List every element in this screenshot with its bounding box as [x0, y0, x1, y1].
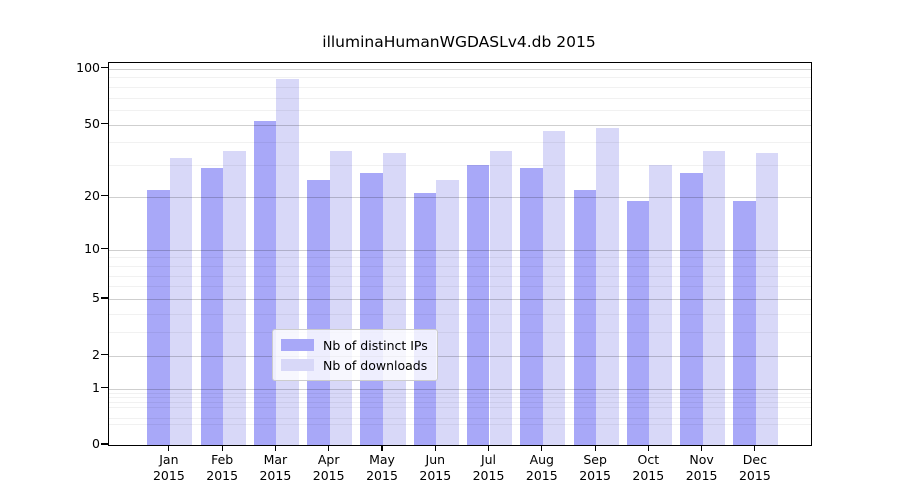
x-tick-label: Nov 2015: [685, 452, 718, 483]
major-gridline: [109, 299, 811, 300]
bar-downloads-oct: [649, 165, 672, 445]
x-tick-mark: [647, 445, 649, 452]
x-tick-mark: [541, 445, 543, 452]
x-tick-label: Dec 2015: [738, 452, 771, 483]
minor-gridline: [109, 313, 811, 315]
x-tick-label: Jul 2015: [472, 452, 505, 483]
bar-downloads-jul: [489, 150, 513, 445]
gridlines-layer: [109, 63, 811, 445]
x-tick-mark: [594, 445, 596, 452]
bar-downloads-sep: [596, 127, 619, 445]
bar-downloads-aug: [542, 131, 566, 445]
major-gridline: [109, 196, 811, 198]
minor-gridline: [109, 397, 811, 399]
x-tick-label: Aug 2015: [525, 452, 558, 483]
y-tick-mark: [101, 195, 108, 197]
minor-gridline: [109, 286, 811, 288]
bar-ips-jun: [413, 193, 437, 445]
bar-ips-jul: [466, 165, 490, 445]
x-tick-label: Mar 2015: [259, 452, 292, 483]
x-tick-mark: [754, 445, 756, 452]
bar-ips-dec: [733, 200, 756, 445]
bar-downloads-jun: [436, 179, 459, 445]
minor-gridline: [109, 417, 811, 419]
y-tick-mark: [101, 123, 108, 125]
bar-downloads-feb: [223, 150, 246, 445]
minor-gridline: [109, 332, 811, 333]
y-tick-label: 1: [92, 379, 100, 395]
major-gridline: [109, 388, 811, 390]
chart-title: illuminaHumanWGDASLv4.db 2015: [322, 33, 596, 51]
x-tick-mark: [221, 445, 223, 452]
y-tick-label: 5: [92, 290, 100, 305]
minor-gridline: [109, 423, 811, 425]
y-tick-mark: [101, 297, 108, 299]
legend-swatch-downloads: [281, 359, 314, 371]
major-gridline: [109, 249, 811, 251]
legend-entry-downloads: Nb of downloads: [281, 355, 428, 375]
minor-gridline: [109, 97, 811, 99]
x-tick-label: Jun 2015: [419, 452, 452, 483]
legend-label-downloads: Nb of downloads: [323, 357, 428, 373]
x-tick-mark: [168, 445, 170, 452]
y-tick-label: 10: [84, 240, 100, 256]
minor-gridline: [109, 401, 811, 403]
y-tick-mark: [101, 386, 108, 389]
major-gridline: [109, 68, 811, 70]
legend-entry-distinct-ips: Nb of distinct IPs: [281, 335, 428, 355]
x-tick-label: Jan 2015: [152, 452, 185, 483]
x-tick-mark: [328, 445, 330, 452]
minor-gridline: [109, 392, 811, 394]
y-tick-label: 100: [76, 59, 100, 75]
y-tick-label: 50: [84, 115, 100, 131]
minor-gridline: [109, 110, 811, 111]
bar-ips-nov: [680, 173, 703, 445]
minor-gridline: [109, 275, 811, 277]
x-tick-label: Sep 2015: [579, 452, 611, 483]
bar-ips-sep: [573, 189, 597, 445]
y-tick-label: 0: [92, 436, 100, 451]
bar-downloads-dec: [755, 152, 779, 445]
bar-ips-aug: [520, 167, 543, 445]
x-tick-mark: [487, 445, 490, 452]
y-tick-mark: [101, 67, 108, 69]
y-tick-mark: [101, 443, 108, 445]
x-tick-label: Feb 2015: [206, 452, 239, 483]
minor-gridline: [109, 86, 811, 88]
minor-gridline: [109, 257, 811, 259]
legend: Nb of distinct IPs Nb of downloads: [272, 329, 438, 381]
y-tick-mark: [101, 353, 108, 356]
bar-downloads-jan: [169, 157, 193, 445]
legend-label-distinct-ips: Nb of distinct IPs: [323, 337, 428, 353]
minor-gridline: [109, 406, 811, 408]
bar-ips-mar: [253, 121, 277, 445]
x-tick-mark: [381, 445, 383, 452]
major-gridline: [109, 355, 811, 357]
y-tick-label: 20: [84, 187, 100, 203]
y-tick-mark: [101, 248, 108, 250]
y-tick-label: 2: [92, 346, 100, 362]
x-tick-mark: [701, 445, 703, 452]
minor-gridline: [109, 165, 811, 167]
x-tick-label: Oct 2015: [632, 452, 665, 483]
legend-swatch-distinct-ips: [281, 339, 314, 351]
plot-area: [108, 62, 812, 446]
bar-downloads-nov: [702, 150, 726, 445]
x-tick-label: Apr 2015: [312, 452, 345, 483]
bar-ips-feb: [200, 167, 224, 445]
x-tick-label: May 2015: [366, 452, 398, 483]
bar-ips-jan: [147, 189, 170, 445]
minor-gridline: [109, 77, 811, 79]
x-tick-mark: [434, 445, 436, 452]
major-gridline: [109, 124, 811, 126]
minor-gridline: [109, 142, 811, 144]
minor-gridline: [109, 265, 811, 267]
x-tick-mark: [274, 445, 276, 452]
bars-layer: [109, 63, 811, 445]
bar-ips-oct: [626, 200, 650, 445]
